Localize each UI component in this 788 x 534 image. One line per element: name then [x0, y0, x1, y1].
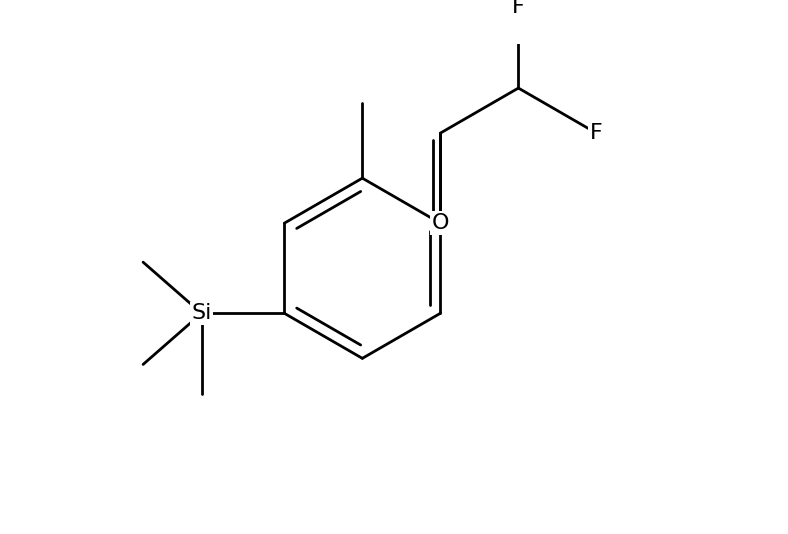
Text: Si: Si: [191, 303, 212, 323]
Text: F: F: [512, 0, 525, 17]
Text: O: O: [432, 213, 449, 233]
Text: F: F: [590, 123, 603, 143]
